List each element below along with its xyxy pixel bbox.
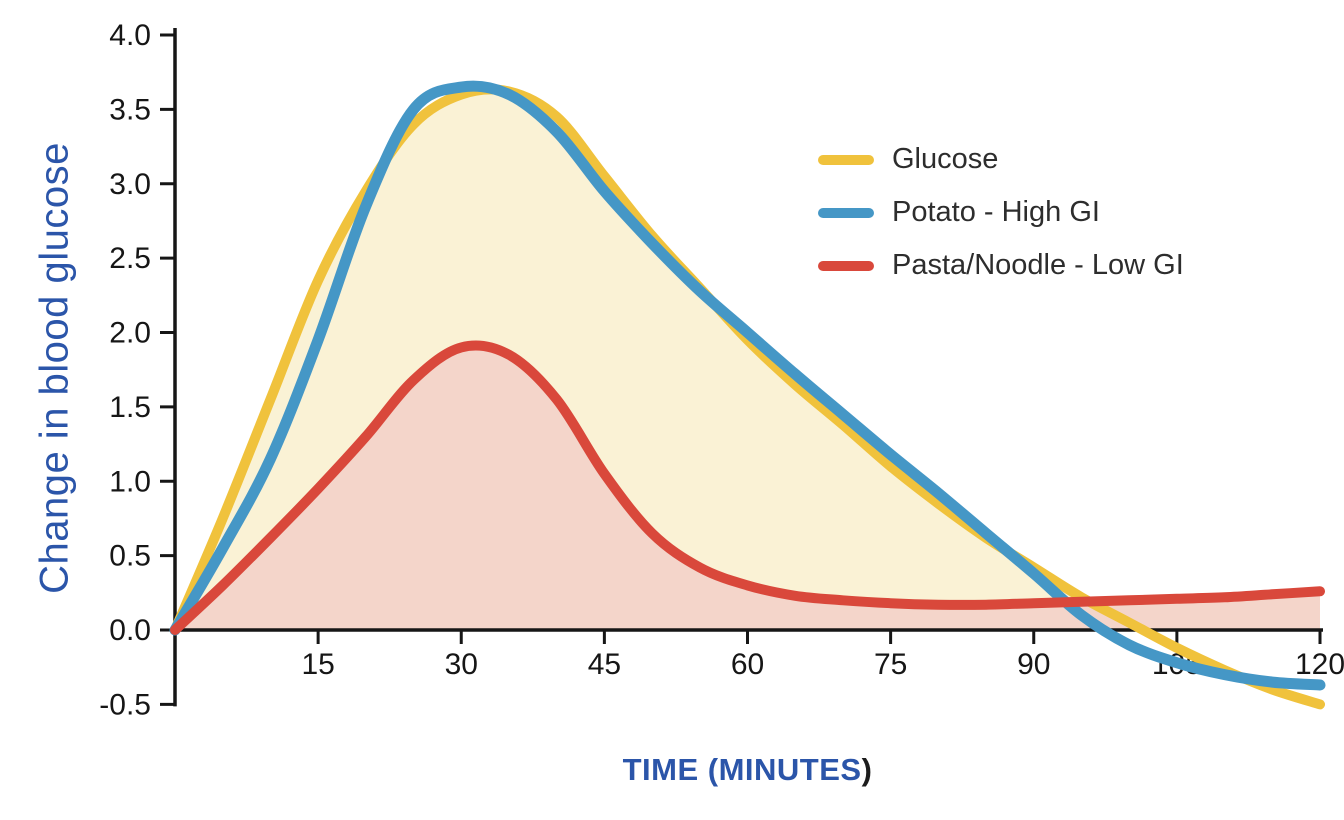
y-tick-label: 0.0 (109, 614, 151, 647)
x-tick-label: 15 (301, 648, 334, 681)
y-tick-label: 2.5 (109, 242, 151, 275)
x-tick-label: 75 (874, 648, 907, 681)
y-tick-label: 1.0 (109, 465, 151, 498)
y-tick-label: 3.5 (109, 93, 151, 126)
x-tick-label: 30 (445, 648, 478, 681)
legend: Glucose Potato - High GI Pasta/Noodle - Lo… (818, 143, 1184, 282)
x-tick-label: 45 (588, 648, 621, 681)
x-tick-label: 90 (1017, 648, 1050, 681)
y-tick-label: 0.5 (109, 540, 151, 573)
y-tick-label: 3.0 (109, 168, 151, 201)
legend-swatch-icon (818, 207, 874, 218)
legend-swatch-icon (818, 154, 874, 165)
legend-label: Potato - High GI (892, 196, 1100, 228)
x-axis-title-text: TIME (MINUTES (622, 752, 862, 787)
y-tick-label: 4.0 (109, 19, 151, 52)
legend-swatch-icon (818, 260, 874, 271)
legend-item-1: Potato - High GI (818, 196, 1184, 229)
legend-item-0: Glucose (818, 143, 1184, 176)
legend-label: Pasta/Noodle - Low GI (892, 249, 1184, 281)
series-area-pasta-noodle-low-gi (175, 345, 1320, 630)
legend-label: Glucose (892, 143, 999, 175)
y-tick-label: 2.0 (109, 317, 151, 350)
x-tick-label: 120 (1295, 648, 1344, 681)
y-tick-label: -0.5 (99, 688, 151, 721)
x-axis-title: TIME (MINUTES) (175, 752, 1320, 788)
y-tick-label: 1.5 (109, 391, 151, 424)
series-line-pasta-noodle-low-gi (170, 340, 1325, 635)
series-line-potato-high-gi (169, 80, 1326, 691)
legend-item-2: Pasta/Noodle - Low GI (818, 249, 1184, 282)
x-axis-title-paren: ) (861, 752, 873, 787)
x-tick-label: 60 (731, 648, 764, 681)
